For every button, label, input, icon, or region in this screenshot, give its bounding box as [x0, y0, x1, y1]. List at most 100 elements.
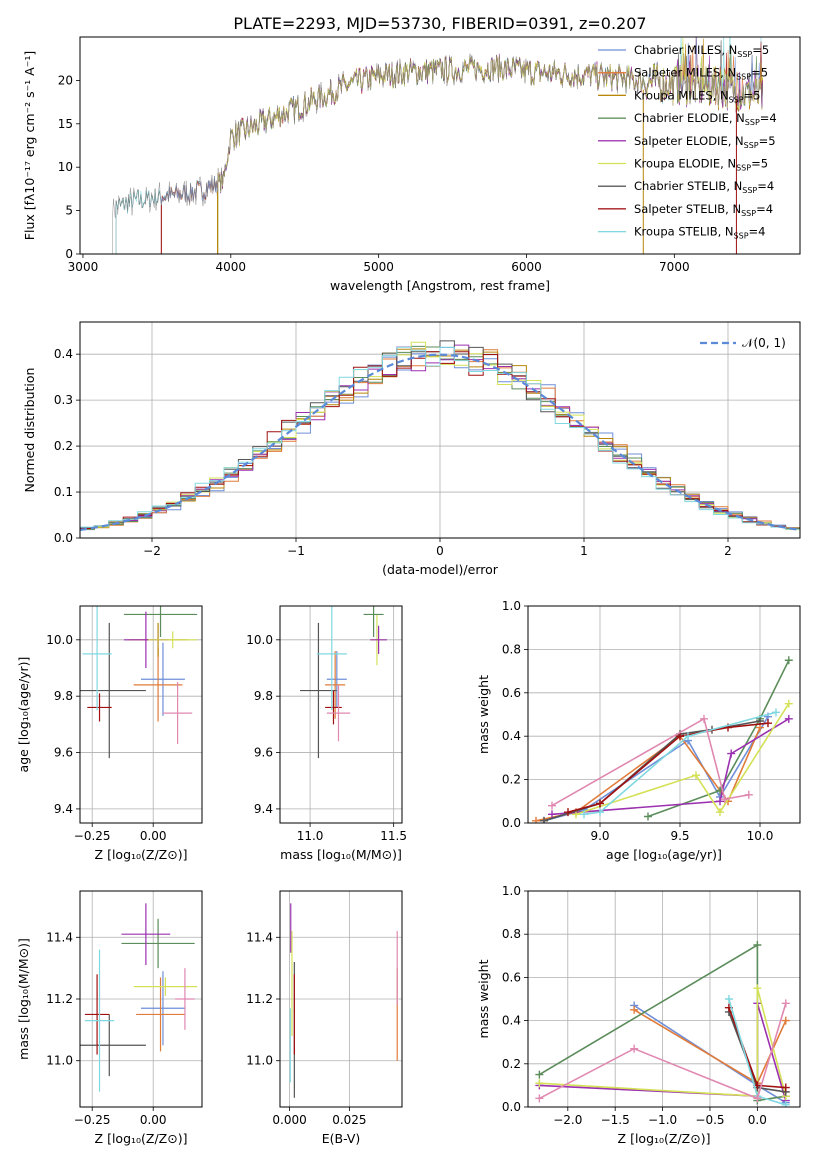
x-tick-label: 9.5: [670, 829, 689, 843]
plot-area: [80, 606, 202, 823]
y-axis-label: age [log₁₀(age/yr)]: [16, 657, 31, 773]
errorbar-point: [136, 977, 185, 1052]
legend-label: Kroupa MILES, N: [634, 88, 729, 102]
legend-sub: SSP: [742, 186, 757, 195]
legend-label: Salpeter ELODIE, N: [634, 134, 744, 148]
y-tick-label: 11.4: [246, 930, 273, 944]
x-axis-label: mass [log₁₀(M/M⊙)]: [280, 847, 402, 862]
weight-marker: [548, 801, 556, 810]
y-tick-label: 11.2: [246, 992, 273, 1006]
errorbar-point: [141, 642, 185, 716]
y-tick-label: 10.0: [246, 633, 273, 647]
panel-age-vs-mass: 11.0 11.5 9.4 9.6 9.8 10.0 mass [log₁₀(M/M⊙)]: [246, 605, 407, 862]
x-tick-label: 11.0: [297, 829, 324, 843]
legend-entry: Salpeter MILES, NSSP=5: [634, 66, 768, 82]
panel-histogram: −2 −1 0 1 2 0.0 0.1 0.2 0.3 0.4 (data-model)/error…: [22, 321, 801, 577]
weight-marker: [781, 999, 790, 1008]
errorbar-point: [84, 974, 110, 1055]
y-tick-label: 0.1: [54, 485, 73, 499]
weight-marker: [684, 732, 692, 741]
y-tick-label: 0.3: [54, 393, 73, 407]
errorbar-point: [80, 622, 146, 759]
weight-marker: [540, 816, 548, 823]
y-tick-label: 11.2: [46, 992, 73, 1006]
legend-entry: Kroupa STELIB, NSSP=4: [634, 225, 765, 241]
x-tick-label: 0.0: [748, 1113, 767, 1127]
weight-marker: [535, 1070, 544, 1079]
panel-spectrum: 3000 4000 5000 6000 7000 0 5 10 15 20 wavelength […: [22, 36, 801, 293]
plot-area: [528, 606, 800, 823]
x-tick-label: −2: [143, 544, 161, 558]
legend-tail: =5: [752, 43, 769, 57]
plot-area: [280, 606, 402, 823]
weight-marker: [781, 1100, 790, 1107]
legend-tail: =4: [749, 225, 766, 239]
x-tick-label: −1: [287, 544, 305, 558]
gaussian-curve: [80, 353, 800, 531]
legend-tail: =5: [759, 134, 776, 148]
legend-label: Chabrier STELIB, N: [634, 179, 742, 193]
spectrum-data-line: [112, 53, 763, 254]
panel-age-vs-Z: −0.25 0.00 9.4 9.6 9.8 10.0 Z [log₁₀(Z/Z⊙)] age…: [16, 605, 203, 862]
weight-line-pink: [539, 1003, 787, 1100]
y-tick-label: 5: [65, 204, 73, 218]
y-axis-label: Flux [fλ10⁻¹⁷ erg cm⁻² s⁻¹ A⁻¹]: [22, 51, 37, 240]
x-tick-label: 0.00: [140, 1113, 167, 1127]
y-tick-label: 0.4: [502, 729, 521, 743]
axes-frame: [527, 890, 801, 1108]
legend: 𝒩(0, 1): [700, 336, 786, 350]
x-axis-label: wavelength [Angstrom, rest frame]: [330, 278, 550, 293]
legend-sub: SSP: [737, 50, 752, 59]
y-tick-label: 11.0: [46, 1054, 73, 1068]
x-axis-label: Z [log₁₀(Z/Z⊙)]: [95, 847, 188, 862]
errorbar-point: [148, 631, 198, 649]
errorbar-point: [133, 648, 183, 722]
weight-line-salpeter-elodie: [551, 718, 790, 816]
weight-marker: [781, 1016, 790, 1025]
y-tick-label: 0: [65, 247, 73, 261]
legend-entry: Kroupa ELODIE, NSSP=5: [634, 157, 768, 173]
weight-marker: [580, 810, 588, 819]
legend-entry: Chabrier MILES, NSSP=5: [634, 43, 769, 59]
legend-sub: SSP: [736, 164, 751, 173]
panel-mass-vs-EBV: 0.000 0.025 11.0 11.2 11.4 E(B-V): [246, 890, 403, 1146]
weight-marker: [676, 732, 684, 741]
x-tick-label: −1.0: [648, 1113, 677, 1127]
errorbar-point: [316, 606, 347, 711]
axes-frame: [79, 890, 203, 1108]
y-tick-label: 0.4: [502, 1014, 521, 1028]
weight-marker: [564, 808, 572, 817]
plot-area: [80, 322, 800, 538]
y-tick-label: 9.8: [254, 689, 273, 703]
y-tick-label: 11.0: [246, 1054, 273, 1068]
errorbar-point: [325, 690, 342, 725]
weight-marker: [753, 1094, 762, 1103]
legend-tail: =4: [757, 179, 774, 193]
plot-area: [528, 891, 800, 1107]
axes-frame: [79, 36, 801, 255]
weight-line-pink: [551, 717, 749, 807]
weight-marker: [532, 816, 540, 823]
x-tick-label: −1.5: [601, 1113, 630, 1127]
weight-line-chabrier-miles: [543, 716, 769, 822]
x-tick-label: 5000: [363, 260, 394, 274]
weight-marker: [784, 699, 793, 708]
weight-marker: [700, 714, 708, 723]
legend-entry: Chabrier ELODIE, NSSP=4: [634, 111, 777, 127]
legend-sub: SSP: [734, 232, 749, 241]
weight-marker: [753, 984, 762, 993]
legend-label: Chabrier MILES, N: [634, 43, 737, 57]
y-axis-label: mass [log₁₀(M/M⊙)]: [16, 938, 31, 1060]
weight-marker: [630, 1005, 639, 1014]
plot-area: [112, 37, 763, 254]
x-tick-label: 7000: [659, 260, 690, 274]
y-tick-label: 10.0: [46, 633, 73, 647]
x-tick-label: 1: [580, 544, 588, 558]
x-tick-label: −2.0: [553, 1113, 582, 1127]
errorbar-point: [141, 971, 185, 1046]
errorbar-point: [82, 606, 112, 711]
x-tick-label: 11.5: [380, 829, 407, 843]
y-tick-label: 9.8: [54, 689, 73, 703]
